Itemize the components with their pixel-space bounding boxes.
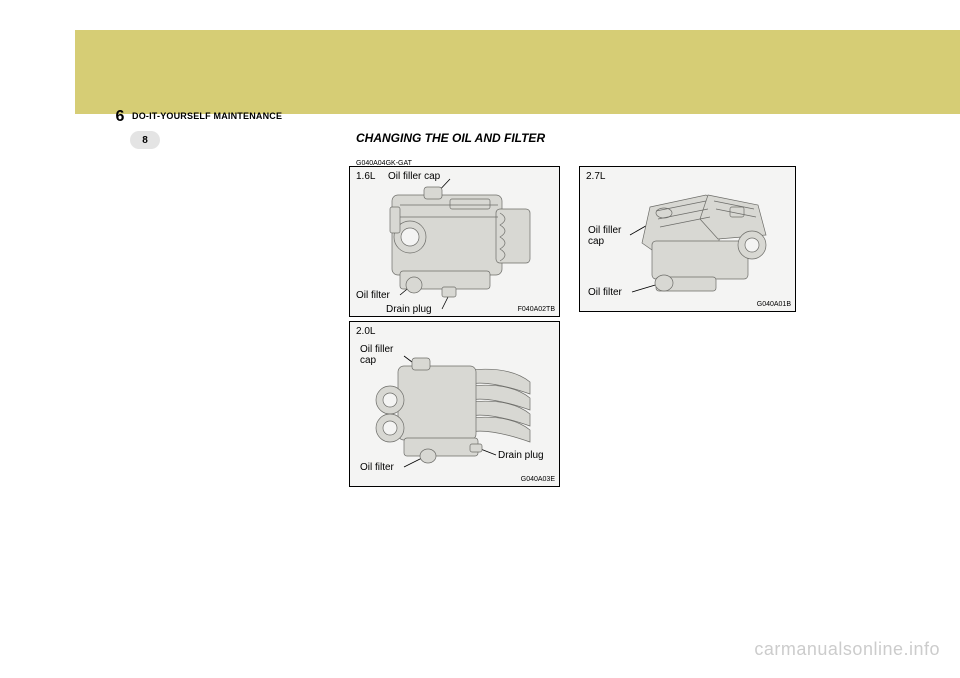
- chapter-title: DO-IT-YOURSELF MAINTENANCE: [132, 111, 282, 121]
- section-heading-box: CHANGING THE OIL AND FILTER: [349, 128, 560, 160]
- engine-illustration-2.0l: [350, 322, 561, 488]
- engine-illustration-2.7l: [580, 167, 797, 313]
- engine-illustration-1.6l: [350, 167, 561, 318]
- diagram-2.0l: 2.0L Oil filler cap Oil filter Drain plu…: [349, 321, 560, 487]
- diagram-2.7l: 2.7L Oil filler cap Oil filter G040A01B: [579, 166, 796, 312]
- watermark: carmanualsonline.info: [754, 639, 940, 660]
- chapter-number-box: 6: [110, 108, 130, 126]
- page-number-box: 8: [130, 131, 160, 149]
- diagram-1.6l: 1.6L Oil filler cap Oil filter Drain plu…: [349, 166, 560, 317]
- header-yellow-band: [75, 30, 960, 114]
- section-heading: CHANGING THE OIL AND FILTER: [356, 131, 545, 145]
- page-number: 8: [142, 135, 148, 146]
- chapter-number: 6: [116, 108, 125, 126]
